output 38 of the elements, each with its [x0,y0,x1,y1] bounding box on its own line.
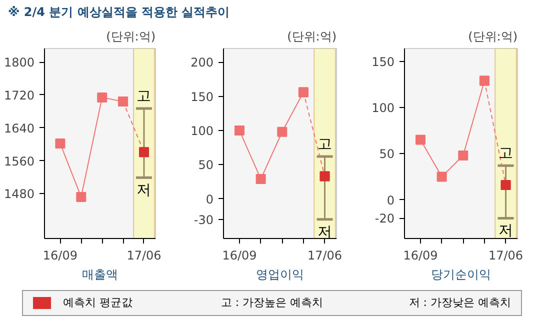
x-axis-title: 영업이익 [256,268,304,282]
x-tick-label: 16/09 [42,248,78,262]
y-tick-label: 0 [386,193,395,208]
x-axis-title: 매출액 [82,268,118,282]
legend-label: 예측치 평균값 [63,296,132,310]
y-tick-label: 1640 [4,121,35,136]
y-tick-label: -20 [374,212,395,226]
x-tick-label: 16/09 [222,248,257,262]
text: 저 : 가장낮은 예측치 [408,296,511,310]
y-tick-label: 1720 [4,88,35,102]
y-tick-label: 100 [372,101,394,116]
text: (단위:억) [287,30,336,44]
x-tick-label: 17/06 [126,248,162,262]
y-tick-label: 50 [379,147,395,162]
annotation: 저 [136,182,152,199]
y-tick-label: 1800 [4,56,35,70]
x-tick-label: 16/09 [403,248,438,262]
y-tick-label: 1480 [4,187,35,202]
y-tick-label: 50 [198,158,214,172]
y-tick-label: 150 [372,54,394,69]
y-tick-label: 200 [190,56,214,70]
y-tick-label: 1560 [4,154,35,168]
x-tick-label: 17/06 [488,248,524,262]
text: (단위:억) [106,30,156,44]
y-tick-label: -30 [194,212,214,227]
annotation: 고 [498,144,514,162]
annotation: 고 [317,135,332,152]
y-tick-label: 150 [190,90,214,104]
text: (단위:억) [468,30,518,44]
y-tick-label: 100 [190,124,214,138]
y-tick-label: 0 [206,192,214,206]
annotation: 고 [136,88,152,105]
annotation: 저 [317,223,332,240]
chart-title: ※ 2/4 분기 예상실적을 적용한 실적추이 [8,4,230,21]
x-tick-label: 17/06 [307,248,342,262]
annotation: 저 [498,222,514,240]
x-axis-title: 당기순이익 [431,268,491,282]
text: 고 : 가장높은 예측치 [220,296,324,310]
